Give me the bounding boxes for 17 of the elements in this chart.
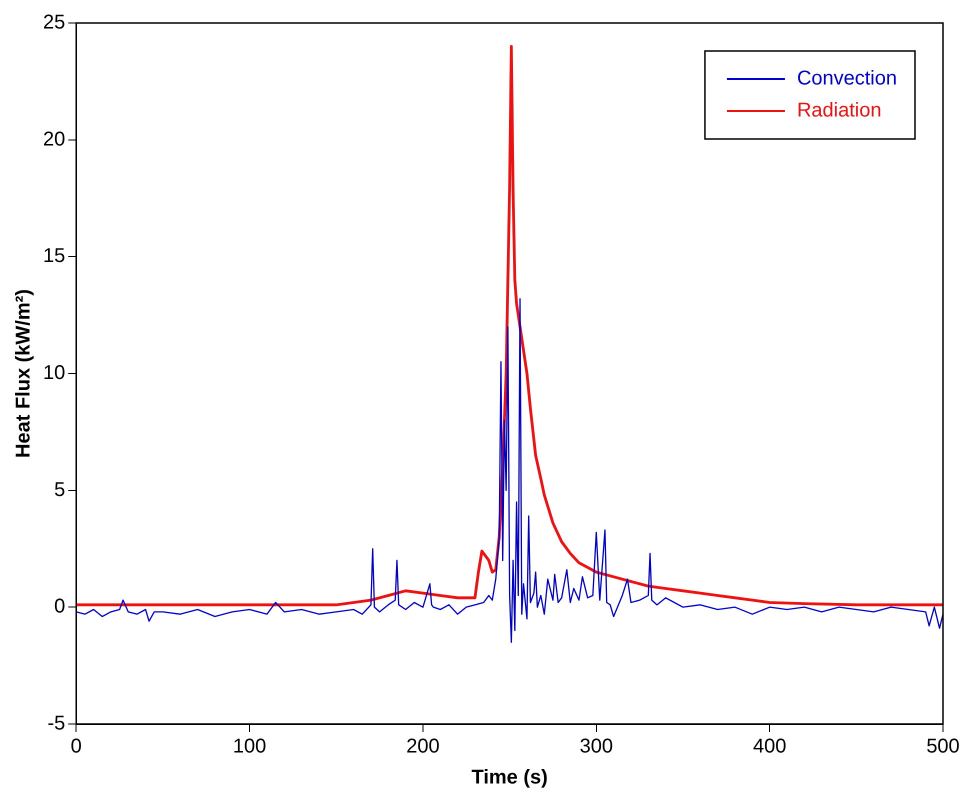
- y-tick-label: 20: [42, 128, 66, 150]
- y-tick-label: 10: [42, 362, 66, 384]
- y-tick-label: -5: [47, 712, 66, 735]
- y-tick-label: 0: [54, 596, 66, 618]
- y-tick-label: 5: [54, 478, 66, 501]
- x-tick-label: 400: [752, 736, 786, 758]
- legend-label: Radiation: [796, 100, 882, 122]
- x-tick-label: 100: [232, 736, 266, 758]
- x-tick-label: 0: [70, 736, 82, 758]
- y-axis-title: Heat Flux (kW/m²): [12, 289, 35, 458]
- x-tick-label: 300: [580, 736, 613, 758]
- x-axis-title: Time (s): [471, 766, 548, 789]
- y-tick-label: 15: [42, 245, 66, 268]
- x-tick-label: 200: [406, 736, 440, 758]
- x-tick-label: 500: [926, 736, 960, 758]
- legend-label: Convection: [796, 68, 898, 90]
- y-tick-label: 25: [42, 12, 66, 34]
